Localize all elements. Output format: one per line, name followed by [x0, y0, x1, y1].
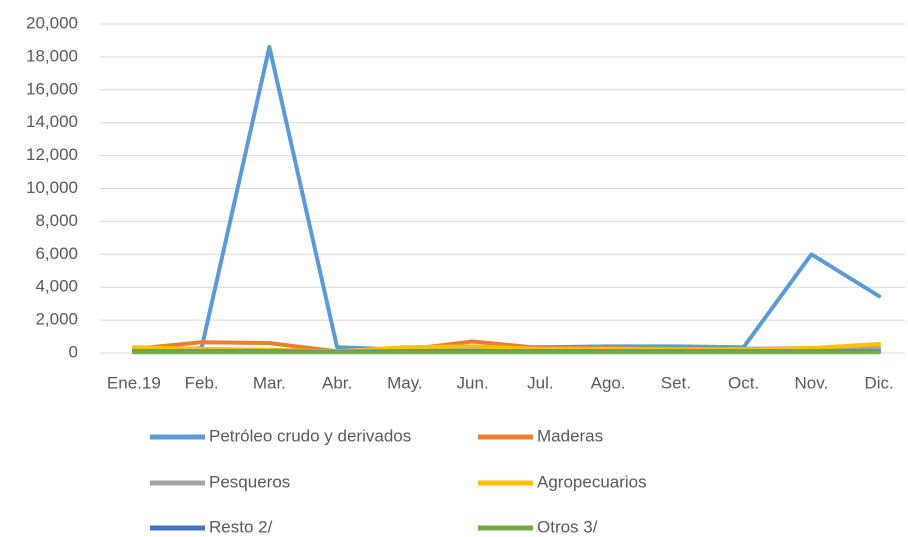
- x-tick-label: Abr.: [322, 373, 352, 392]
- x-tick-label: Ene.19: [107, 373, 161, 392]
- y-tick-label: 14,000: [26, 112, 78, 131]
- y-tick-label: 16,000: [26, 79, 78, 98]
- legend-label: Pesqueros: [209, 472, 290, 491]
- x-tick-label: Jul.: [527, 373, 553, 392]
- x-tick-label: Feb.: [185, 373, 219, 392]
- x-tick-label: Ago.: [591, 373, 626, 392]
- y-tick-label: 2,000: [35, 310, 78, 329]
- x-tick-label: Oct.: [728, 373, 759, 392]
- y-tick-label: 8,000: [35, 211, 78, 230]
- series-line: [131, 45, 882, 354]
- y-tick-label: 6,000: [35, 244, 78, 263]
- legend-label: Otros 3/: [537, 517, 598, 536]
- x-tick-label: May.: [387, 373, 423, 392]
- legend-label: Maderas: [537, 426, 603, 445]
- y-tick-label: 10,000: [26, 178, 78, 197]
- x-tick-label: Jun.: [457, 373, 489, 392]
- legend-label: Resto 2/: [209, 517, 273, 536]
- x-tick-label: Mar.: [253, 373, 286, 392]
- legend-label: Agropecuarios: [537, 472, 647, 491]
- y-tick-label: 0: [69, 342, 78, 361]
- y-tick-label: 12,000: [26, 145, 78, 164]
- x-tick-label: Nov.: [795, 373, 829, 392]
- y-tick-label: 4,000: [35, 277, 78, 296]
- legend-label: Petróleo crudo y derivados: [209, 426, 411, 445]
- y-tick-label: 18,000: [26, 46, 78, 65]
- y-tick-label: 20,000: [26, 13, 78, 32]
- x-tick-label: Set.: [661, 373, 691, 392]
- x-tick-label: Dic.: [864, 373, 893, 392]
